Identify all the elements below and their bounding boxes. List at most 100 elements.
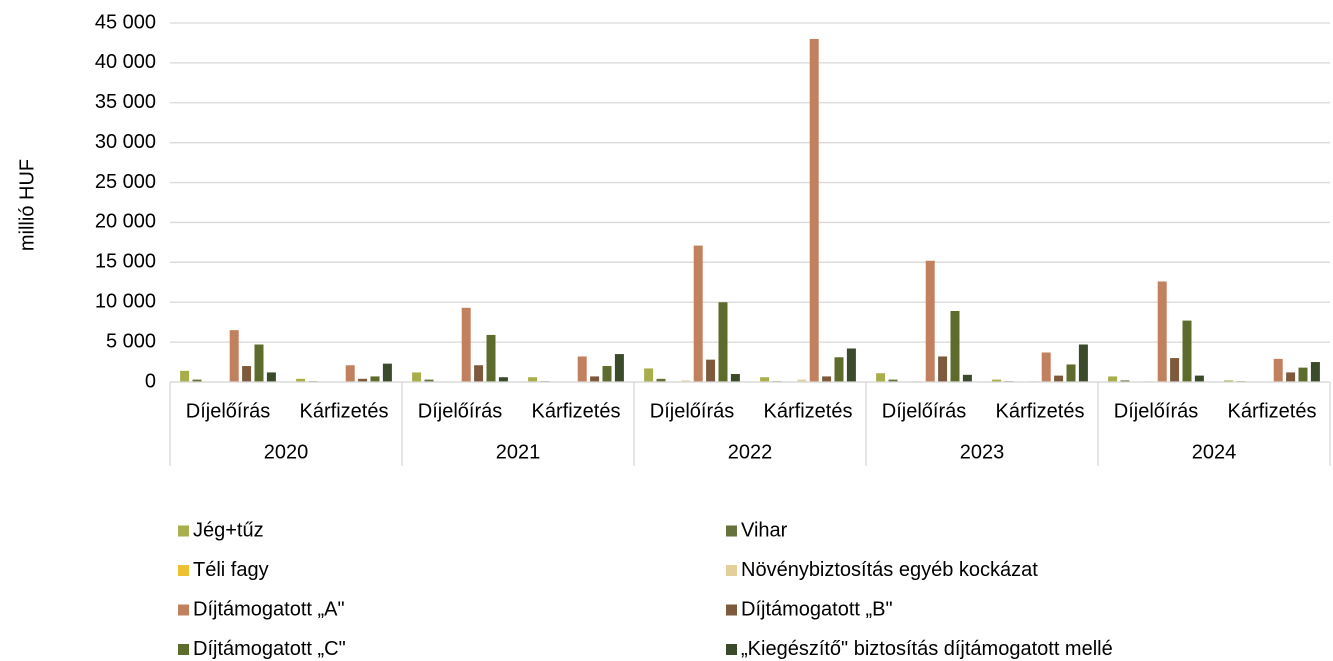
bar [938,356,948,382]
bar [590,376,600,382]
bar [229,330,239,382]
bar [888,379,898,382]
bar [242,366,252,382]
legend-label: Díjtámogatott „C" [193,638,346,660]
legend-swatch [726,565,737,576]
y-tick-label: 35 000 [95,91,156,113]
bar [358,378,368,382]
bar [424,379,434,382]
bar [602,366,612,382]
y-tick-label: 15 000 [95,251,156,273]
x-tick-label: Díjelőírás [418,400,502,422]
y-tick-label: 10 000 [95,291,156,313]
bar [760,377,770,382]
y-tick-label: 30 000 [95,131,156,153]
bar [1157,281,1167,382]
bar [876,373,886,382]
bar [1054,375,1064,382]
group-label: 2020 [264,441,309,463]
bar [412,372,422,382]
y-axis-label: millió HUF [16,159,38,251]
bar [180,370,190,382]
bar [950,310,960,382]
legend-label: Vihar [741,519,788,541]
bar [656,378,666,382]
bar [614,354,624,382]
legend-label: Díjtámogatott „B" [741,598,893,620]
bar [681,380,691,382]
legend-swatch [178,644,189,655]
bar [577,356,587,382]
bar [1310,362,1320,382]
bar [1194,375,1204,382]
x-tick-label: Díjelőírás [650,400,734,422]
bar [1273,358,1283,382]
bar [834,357,844,382]
bar [1286,372,1296,382]
bar [992,379,1002,382]
bar [693,245,703,382]
x-tick-label: Kárfizetés [532,400,621,422]
bar [1078,344,1088,382]
y-tick-label: 0 [145,370,156,392]
x-tick-label: Kárfizetés [1228,400,1317,422]
group-label: 2022 [728,441,773,463]
bar [962,374,972,382]
bar [1170,358,1180,382]
legend-label: Téli fagy [193,559,269,581]
group-label: 2021 [496,441,541,463]
bar [730,374,740,382]
bar [498,377,508,382]
legend-swatch [178,604,189,616]
bar [254,344,264,382]
bar [382,363,392,382]
legend-label: Díjtámogatott „A" [193,598,345,620]
legend-swatch [726,644,737,655]
bar [1120,380,1130,382]
bar [528,377,538,382]
bar [486,334,496,382]
bar [461,307,471,382]
x-tick-label: Díjelőírás [882,400,966,422]
y-tick-label: 25 000 [95,171,156,193]
bar [644,368,654,382]
y-tick-label: 5 000 [106,330,156,352]
bar [809,38,819,382]
legend-label: „Kiegészítő" biztosítás díjtámogatott me… [741,638,1113,660]
x-tick-label: Kárfizetés [300,400,389,422]
legend-label: Jég+tűz [193,519,264,541]
legend-swatch [726,604,737,616]
legend-swatch [726,525,737,537]
x-tick-label: Díjelőírás [186,400,270,422]
bar [1108,376,1118,382]
legend-swatch [178,565,189,576]
bar [474,365,484,382]
group-label: 2024 [1192,441,1237,463]
x-tick-label: Kárfizetés [996,400,1085,422]
bar [846,348,856,382]
bar [925,260,935,382]
bar [192,379,202,382]
bar [797,379,807,382]
bar [370,376,380,382]
bar [345,365,355,382]
y-tick-label: 40 000 [95,51,156,73]
bar [1182,320,1192,382]
bar [296,378,306,382]
x-tick-label: Kárfizetés [764,400,853,422]
bar [1066,364,1076,382]
bar [1298,367,1308,382]
group-label: 2023 [960,441,1005,463]
legend-label: Növénybiztosítás egyéb kockázat [741,559,1038,581]
bar [1041,352,1051,382]
y-tick-label: 20 000 [95,211,156,233]
bar [822,376,832,382]
x-tick-label: Díjelőírás [1114,400,1198,422]
bar [706,359,716,382]
bar [266,372,276,382]
bar [1224,380,1234,382]
legend-swatch [178,525,189,537]
bar [718,302,728,382]
